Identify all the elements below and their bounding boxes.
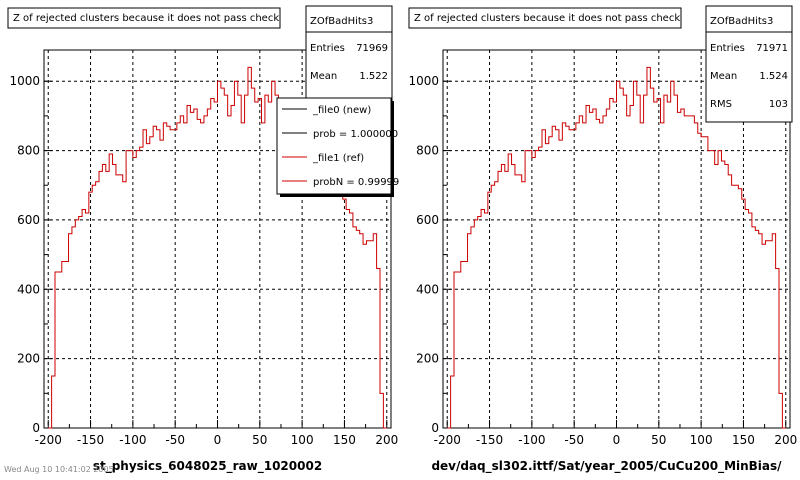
x-tick-label: -150 [476,433,503,447]
x-tick-label: 100 [291,433,314,447]
stats-name: ZOfBadHits3 [310,16,373,27]
x-tick-label: -100 [119,433,146,447]
chart-title: Z of rejected clusters because it does n… [13,13,279,24]
stats-box [705,5,793,123]
x-tick-label: 200 [375,433,398,447]
panel-right: -200 -150 -100 -50 0 50 100 150 200 0 200 400 600 800… [408,5,797,474]
stats-value: 71969 [356,43,388,54]
stats-label: RMS [710,99,732,110]
x-tick-label: 100 [690,433,713,447]
stats-value: 71971 [756,43,788,54]
x-tick-label: -100 [518,433,545,447]
y-tick-label: 1000 [408,74,439,88]
x-tick-label: -200 [35,433,62,447]
y-tick-label: 800 [416,144,439,158]
x-tick-label: 0 [214,433,222,447]
x-tick-label: 200 [774,433,797,447]
x-axis-title: st_physics_6048025_raw_1020002 [93,459,322,474]
x-tick-label: 0 [613,433,621,447]
y-tick-label: 1000 [9,74,40,88]
legend-entry-label: probN = 0.99999 [313,177,399,188]
x-tick-label: 50 [252,433,267,447]
legend-box [276,97,392,195]
panel-left: -200 -150 -100 -50 0 50 100 150 200 0 200 400 600 800… [4,5,399,474]
y-tick-label: 400 [416,282,439,296]
x-tick-label: 150 [333,433,356,447]
x-tick-label: -50 [564,433,584,447]
x-tick-label: -50 [165,433,185,447]
x-tick-label: 150 [732,433,755,447]
y-tick-label: 200 [17,352,40,366]
y-tick-label: 600 [17,213,40,227]
y-tick-label: 0 [32,421,40,435]
x-tick-label: 50 [651,433,666,447]
legend-entry-label: _file1 (ref) [312,153,364,164]
stats-value: 103 [769,99,788,110]
chart-title: Z of rejected clusters because it does n… [414,13,680,24]
x-tick-label: -150 [77,433,104,447]
y-tick-label: 400 [17,282,40,296]
stats-label: Mean [310,71,337,82]
stats-name: ZOfBadHits3 [710,16,773,27]
stats-value: 1.524 [759,71,788,82]
title-box [408,7,682,29]
y-tick-label: 0 [431,421,439,435]
x-axis-title: dev/daq_sl302.ittf/Sat/year_2005/CuCu200… [431,459,782,474]
stats-label: Mean [710,71,737,82]
legend-entry-label: prob = 1.000000 [313,129,398,140]
footer-note: Wed Aug 10 10:41:02 2005 [4,465,114,474]
stats-label: Entries [310,43,345,54]
stats-label: Entries [710,43,745,54]
y-tick-label: 800 [17,144,40,158]
y-tick-label: 200 [416,352,439,366]
y-tick-label: 600 [416,213,439,227]
title-box [7,7,281,29]
legend-entry-label: _file0 (new) [312,105,371,116]
histogram-series [447,66,786,429]
stats-value: 1.522 [359,71,388,82]
x-tick-label: -200 [434,433,461,447]
